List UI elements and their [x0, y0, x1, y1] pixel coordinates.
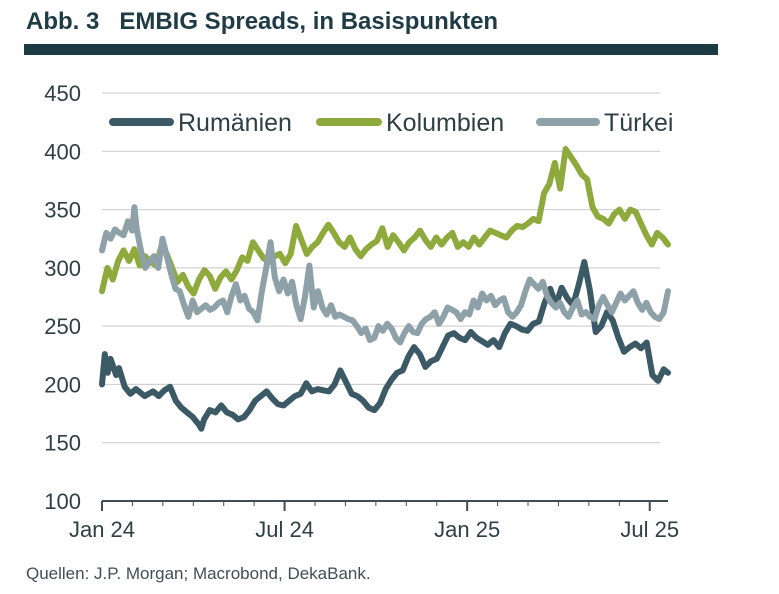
y-tick-label: 200 [44, 372, 81, 397]
y-tick-label: 300 [44, 256, 81, 281]
series-line-2 [99, 146, 671, 297]
legend-label-3: Türkei [604, 109, 673, 137]
y-tick-label: 100 [44, 489, 81, 514]
x-tick-label: Jan 25 [434, 517, 500, 542]
figure-title-text: EMBIG Spreads, in Basispunkten [119, 8, 499, 35]
y-tick-label: 350 [44, 198, 81, 223]
series-line-3 [99, 204, 671, 346]
x-tick-label: Jan 24 [69, 517, 135, 542]
chart-area: 100 150 200 250 300 350 400 450 Jan 24 Jul 24 Jan … [0, 60, 779, 550]
y-tick-label: 150 [44, 431, 81, 456]
title-rule [24, 44, 718, 55]
line-chart: 100 150 200 250 300 350 400 450 Jan 24 Jul 24 Jan … [44, 81, 679, 542]
legend-label-1: Rumänien [178, 109, 292, 137]
figure-number: Abb. 3 [26, 8, 100, 35]
figure-title: Abb. 3 EMBIG Spreads, in Basispunkten [26, 8, 498, 36]
x-tick-label: Jul 24 [255, 517, 314, 542]
legend-label-2: Kolumbien [386, 109, 504, 137]
y-tick-label: 250 [44, 314, 81, 339]
y-tick-label: 400 [44, 139, 81, 164]
y-tick-label: 450 [44, 81, 81, 106]
x-tick-label: Jul 25 [620, 517, 679, 542]
source-note: Quellen: J.P. Morgan; Macrobond, DekaBan… [26, 564, 371, 583]
